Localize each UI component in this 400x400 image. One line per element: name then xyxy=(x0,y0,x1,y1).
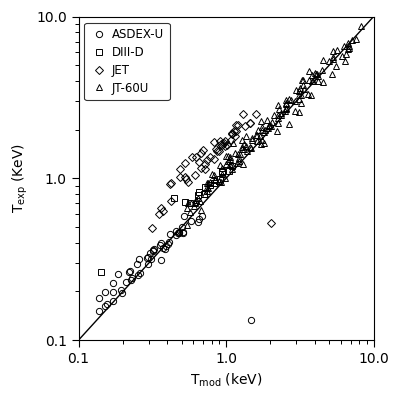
DIII-D xyxy=(227,168,232,173)
DIII-D xyxy=(207,182,212,187)
Line: JT-60U: JT-60U xyxy=(184,22,364,228)
JET xyxy=(221,141,226,146)
DIII-D xyxy=(202,192,206,197)
JET xyxy=(184,176,188,181)
JT-60U xyxy=(358,23,363,28)
JET xyxy=(247,121,252,126)
Line: DIII-D: DIII-D xyxy=(98,162,235,275)
JET xyxy=(157,212,162,217)
ASDEX-U xyxy=(196,216,201,221)
JET xyxy=(190,154,194,159)
JET xyxy=(168,181,172,186)
JET xyxy=(200,147,205,152)
Y-axis label: T$_{\rm exp}$ (KeV): T$_{\rm exp}$ (KeV) xyxy=(11,143,30,213)
ASDEX-U xyxy=(249,318,254,322)
JT-60U xyxy=(296,109,301,114)
ASDEX-U xyxy=(166,241,171,246)
DIII-D xyxy=(230,163,234,168)
JET xyxy=(217,148,222,153)
Line: JET: JET xyxy=(148,111,274,232)
Legend: ASDEX-U, DIII-D, JET, JT-60U: ASDEX-U, DIII-D, JET, JT-60U xyxy=(84,22,170,100)
JET xyxy=(220,142,225,147)
JET xyxy=(225,142,230,147)
JET xyxy=(218,139,222,144)
DIII-D xyxy=(188,200,192,205)
DIII-D xyxy=(218,176,222,181)
JET xyxy=(248,120,252,125)
JET xyxy=(159,206,164,210)
JET xyxy=(223,144,228,148)
ASDEX-U xyxy=(136,272,141,277)
ASDEX-U xyxy=(96,308,101,313)
JET xyxy=(229,138,234,142)
JET xyxy=(177,175,182,180)
JET xyxy=(215,149,220,154)
JET xyxy=(269,220,274,225)
DIII-D xyxy=(220,168,225,173)
JET xyxy=(211,156,216,161)
DIII-D xyxy=(171,196,176,200)
JT-60U xyxy=(350,37,354,42)
JET xyxy=(198,150,203,155)
JT-60U xyxy=(234,160,239,165)
JET xyxy=(232,128,236,133)
DIII-D xyxy=(219,169,224,174)
JET xyxy=(202,167,207,172)
JET xyxy=(212,139,216,144)
DIII-D xyxy=(98,270,103,274)
JET xyxy=(168,198,173,203)
JET xyxy=(192,172,197,177)
JET xyxy=(253,112,258,116)
JET xyxy=(186,179,190,184)
JET xyxy=(219,141,224,146)
JET xyxy=(232,134,237,138)
JET xyxy=(207,154,212,159)
ASDEX-U xyxy=(130,276,134,280)
JET xyxy=(241,112,246,117)
JET xyxy=(203,162,208,166)
JET xyxy=(234,129,239,134)
ASDEX-U xyxy=(167,232,172,236)
JT-60U xyxy=(284,106,289,111)
JET xyxy=(160,208,165,213)
JET xyxy=(183,174,188,179)
JET xyxy=(178,167,182,172)
JET xyxy=(230,130,234,135)
JT-60U xyxy=(224,162,228,166)
JET xyxy=(169,181,174,186)
DIII-D xyxy=(212,180,216,185)
JET xyxy=(194,154,199,159)
ASDEX-U xyxy=(123,280,128,284)
DIII-D xyxy=(196,190,201,194)
DIII-D xyxy=(196,193,200,198)
JET xyxy=(236,123,241,128)
JET xyxy=(233,123,238,128)
Line: ASDEX-U: ASDEX-U xyxy=(96,212,254,323)
JET xyxy=(230,132,234,136)
JT-60U xyxy=(206,185,211,190)
DIII-D xyxy=(202,184,207,189)
JET xyxy=(223,138,228,143)
X-axis label: T$_{\rm mod}$ (keV): T$_{\rm mod}$ (keV) xyxy=(190,372,262,389)
JET xyxy=(198,166,203,171)
JET xyxy=(243,123,248,128)
JET xyxy=(214,147,218,152)
ASDEX-U xyxy=(200,213,204,218)
JET xyxy=(197,160,202,164)
JT-60U xyxy=(260,128,265,132)
DIII-D xyxy=(183,200,188,205)
JT-60U xyxy=(184,222,189,227)
JET xyxy=(204,158,209,162)
JET xyxy=(183,161,188,166)
JET xyxy=(149,226,154,231)
